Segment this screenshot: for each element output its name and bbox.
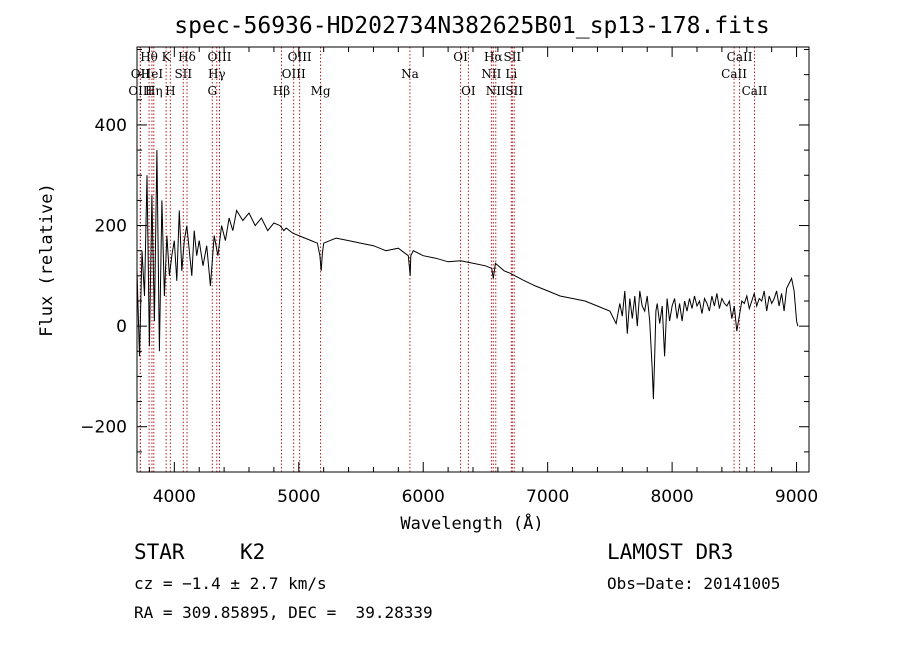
line-marker-label: SII [503,50,521,64]
y-axis-label: Flux (relative) [37,183,57,337]
line-marker-label: OIII [282,67,306,81]
line-marker-label: H [165,84,175,98]
line-marker-label: Hδ [178,50,196,64]
line-marker-label: Hα [484,50,503,64]
line-marker-label: OIII [207,50,231,64]
line-marker-label: SII [174,67,192,81]
object-class: STAR [134,540,185,564]
x-tick-label: 7000 [526,487,569,507]
y-tick-label: −200 [80,418,127,438]
line-marker-label: OII [131,67,151,81]
obs-date: Obs−Date: 20141005 [607,574,781,593]
y-tick-label: 200 [95,217,127,237]
x-tick-label: 4000 [153,487,196,507]
line-marker-label: OI [453,50,468,64]
line-marker-label: CaII [721,67,747,81]
line-marker-label: Mg [311,84,331,98]
redshift-text: cz = −1.4 ± 2.7 km/s [134,574,327,593]
line-markers [139,47,755,472]
line-marker-label: NII [481,67,501,81]
line-marker-label: Na [401,67,419,81]
y-tick-label: 0 [116,317,127,337]
axis-ticks: 4000 5000 6000 7000 8000 9000 −200 0 200 400 [80,47,818,507]
line-marker-label: HeI [141,67,164,81]
x-tick-label: 5000 [277,487,320,507]
line-marker-label: K [162,50,172,64]
x-axis-label: Wavelength (Å) [400,512,543,534]
survey-name: LAMOST DR3 [607,540,734,564]
chart-title: spec-56936-HD202734N382625B01_sp13-178.f… [174,13,769,39]
line-marker-label: CaII [727,50,753,64]
line-marker-label: OIII [128,84,152,98]
spectrum-line [136,150,799,400]
line-marker-label: OIII [288,50,312,64]
line-marker-label: NII [486,84,506,98]
line-marker-label: Hη [145,84,163,98]
line-marker-label: Hβ [273,84,290,98]
line-marker-label: CaII [742,84,768,98]
plot-frame [136,46,810,473]
line-marker-label: G [207,84,217,98]
line-marker-label: OI [461,84,476,98]
line-marker-label: Hθ [140,50,158,64]
x-tick-label: 9000 [775,487,818,507]
x-tick-label: 8000 [650,487,693,507]
y-tick-label: 400 [95,116,127,136]
object-subclass: K2 [240,540,266,564]
line-marker-label: Hγ [208,67,226,81]
line-marker-label: Li [505,67,517,81]
x-tick-label: 6000 [402,487,445,507]
line-marker-label: SII [505,84,523,98]
coordinates: RA = 309.85895, DEC = 39.28339 [134,603,433,622]
